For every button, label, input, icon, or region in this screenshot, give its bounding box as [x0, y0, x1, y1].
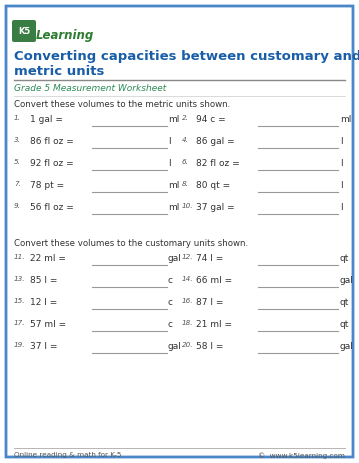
Text: 22 ml =: 22 ml =	[30, 254, 66, 263]
Text: l: l	[168, 137, 171, 146]
Text: 58 l =: 58 l =	[196, 342, 223, 351]
Text: 82 fl oz =: 82 fl oz =	[196, 159, 239, 168]
Text: Convert these volumes to the metric units shown.: Convert these volumes to the metric unit…	[14, 100, 230, 109]
Text: Grade 5 Measurement Worksheet: Grade 5 Measurement Worksheet	[14, 84, 166, 93]
Text: l: l	[340, 203, 342, 212]
Text: l: l	[340, 137, 342, 146]
Text: 8.: 8.	[182, 181, 189, 187]
Text: gal: gal	[168, 342, 182, 351]
Text: ml: ml	[340, 115, 351, 124]
Text: 18.: 18.	[182, 320, 194, 326]
Text: c: c	[168, 298, 173, 307]
Text: 56 fl oz =: 56 fl oz =	[30, 203, 74, 212]
Text: ml: ml	[168, 181, 180, 190]
Text: 12 l =: 12 l =	[30, 298, 57, 307]
Text: 11.: 11.	[14, 254, 25, 260]
FancyBboxPatch shape	[6, 6, 353, 457]
Text: 37 l =: 37 l =	[30, 342, 57, 351]
Text: ©  www.k5learning.com: © www.k5learning.com	[258, 452, 345, 459]
Text: K5: K5	[18, 26, 30, 36]
Text: Converting capacities between customary and: Converting capacities between customary …	[14, 50, 359, 63]
Text: qt: qt	[340, 254, 349, 263]
Text: 4.: 4.	[182, 137, 189, 143]
Text: 15.: 15.	[14, 298, 25, 304]
Text: c: c	[168, 320, 173, 329]
Text: 10.: 10.	[182, 203, 194, 209]
Text: 9.: 9.	[14, 203, 21, 209]
Text: 57 ml =: 57 ml =	[30, 320, 66, 329]
Text: 78 pt =: 78 pt =	[30, 181, 64, 190]
Text: 12.: 12.	[182, 254, 194, 260]
Text: l: l	[340, 159, 342, 168]
Text: 85 l =: 85 l =	[30, 276, 57, 285]
Text: l: l	[168, 159, 171, 168]
Text: 2.: 2.	[182, 115, 189, 121]
Text: 74 l =: 74 l =	[196, 254, 223, 263]
Text: metric units: metric units	[14, 65, 104, 78]
Text: 5.: 5.	[14, 159, 21, 165]
Text: 13.: 13.	[14, 276, 25, 282]
Text: 87 l =: 87 l =	[196, 298, 223, 307]
Text: ml: ml	[168, 203, 180, 212]
Text: 6.: 6.	[182, 159, 189, 165]
Text: gal: gal	[340, 276, 354, 285]
Text: l: l	[340, 181, 342, 190]
Text: Convert these volumes to the customary units shown.: Convert these volumes to the customary u…	[14, 239, 248, 248]
Text: 92 fl oz =: 92 fl oz =	[30, 159, 74, 168]
Text: 94 c =: 94 c =	[196, 115, 225, 124]
Text: Online reading & math for K-5: Online reading & math for K-5	[14, 452, 121, 458]
Text: 86 gal =: 86 gal =	[196, 137, 235, 146]
Text: qt: qt	[340, 298, 349, 307]
Text: 1 gal =: 1 gal =	[30, 115, 63, 124]
Text: qt: qt	[340, 320, 349, 329]
Text: 7.: 7.	[14, 181, 21, 187]
Text: ml: ml	[168, 115, 180, 124]
Text: 66 ml =: 66 ml =	[196, 276, 232, 285]
Text: 80 qt =: 80 qt =	[196, 181, 230, 190]
Text: 21 ml =: 21 ml =	[196, 320, 232, 329]
Text: gal: gal	[340, 342, 354, 351]
Text: 20.: 20.	[182, 342, 194, 348]
Text: Learning: Learning	[36, 29, 94, 42]
Text: 17.: 17.	[14, 320, 25, 326]
Text: 86 fl oz =: 86 fl oz =	[30, 137, 74, 146]
Text: 14.: 14.	[182, 276, 194, 282]
Text: 1.: 1.	[14, 115, 21, 121]
Text: 16.: 16.	[182, 298, 194, 304]
FancyBboxPatch shape	[12, 20, 36, 42]
Text: c: c	[168, 276, 173, 285]
Text: 37 gal =: 37 gal =	[196, 203, 235, 212]
Text: 19.: 19.	[14, 342, 25, 348]
Text: 3.: 3.	[14, 137, 21, 143]
Text: gal: gal	[168, 254, 182, 263]
